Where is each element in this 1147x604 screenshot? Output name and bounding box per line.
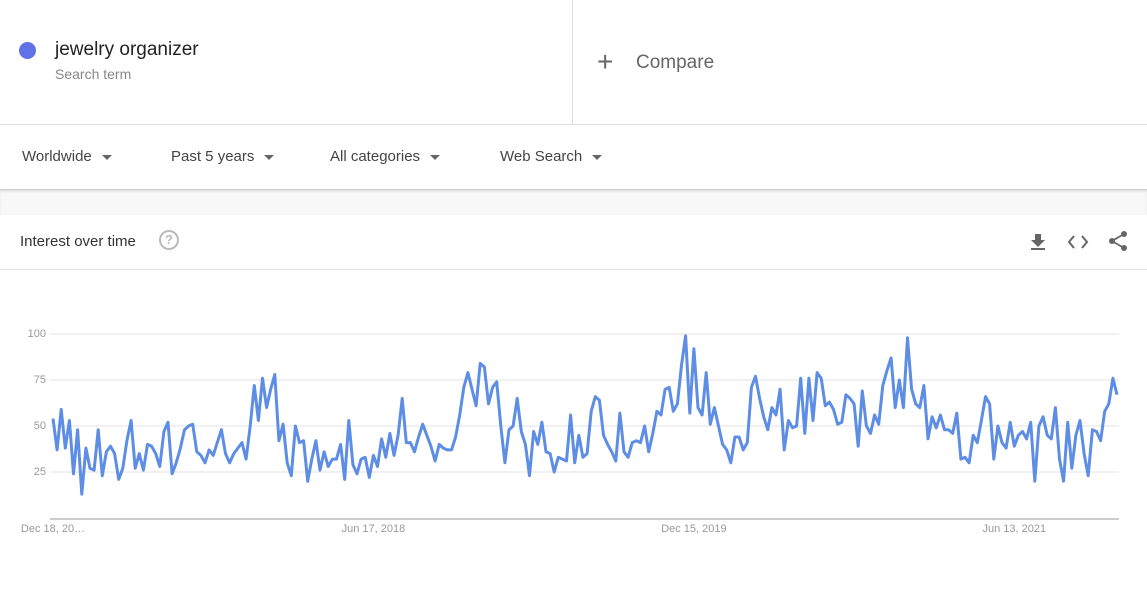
add-icon[interactable]: + <box>597 46 614 77</box>
share-icon[interactable] <box>1108 230 1130 252</box>
y-tick-label: 25 <box>34 466 46 478</box>
x-tick-label: Jun 17, 2018 <box>342 523 406 535</box>
filter-label: Web Search <box>500 148 583 165</box>
compare-button[interactable]: Compare <box>636 52 715 73</box>
y-tick-label: 75 <box>34 374 46 386</box>
divider <box>0 269 1147 270</box>
filter-dropdown[interactable]: Web Search <box>500 148 603 165</box>
separator-band <box>0 189 1147 215</box>
panel-title: Interest over time <box>20 233 136 250</box>
search-term[interactable]: jewelry organizer <box>55 39 199 60</box>
y-tick-label: 50 <box>34 420 46 432</box>
filter-dropdown[interactable]: All categories <box>330 148 441 165</box>
x-tick-label: Jun 13, 2021 <box>982 523 1046 535</box>
x-tick-label: Dec 18, 20… <box>21 523 85 535</box>
help-icon[interactable]: ? <box>159 230 179 250</box>
trend-line <box>51 334 1119 496</box>
filter-label: Worldwide <box>22 148 92 165</box>
download-icon[interactable] <box>1028 232 1048 252</box>
divider <box>0 124 1147 125</box>
filter-dropdown[interactable]: Past 5 years <box>171 148 275 165</box>
y-tick-label: 100 <box>28 328 46 340</box>
term-color-dot <box>19 42 36 59</box>
chart: 25 50 75 100 Dec 18, 20… Jun 17, 2018 Dec 15, … <box>21 328 1119 535</box>
filter-label: All categories <box>330 148 421 165</box>
search-term-kind: Search term <box>55 66 132 82</box>
embed-icon[interactable] <box>1067 232 1089 252</box>
filter-label: Past 5 years <box>171 148 255 165</box>
filter-dropdown[interactable]: Worldwide <box>22 148 112 165</box>
divider <box>572 0 573 124</box>
x-tick-label: Dec 15, 2019 <box>661 523 726 535</box>
